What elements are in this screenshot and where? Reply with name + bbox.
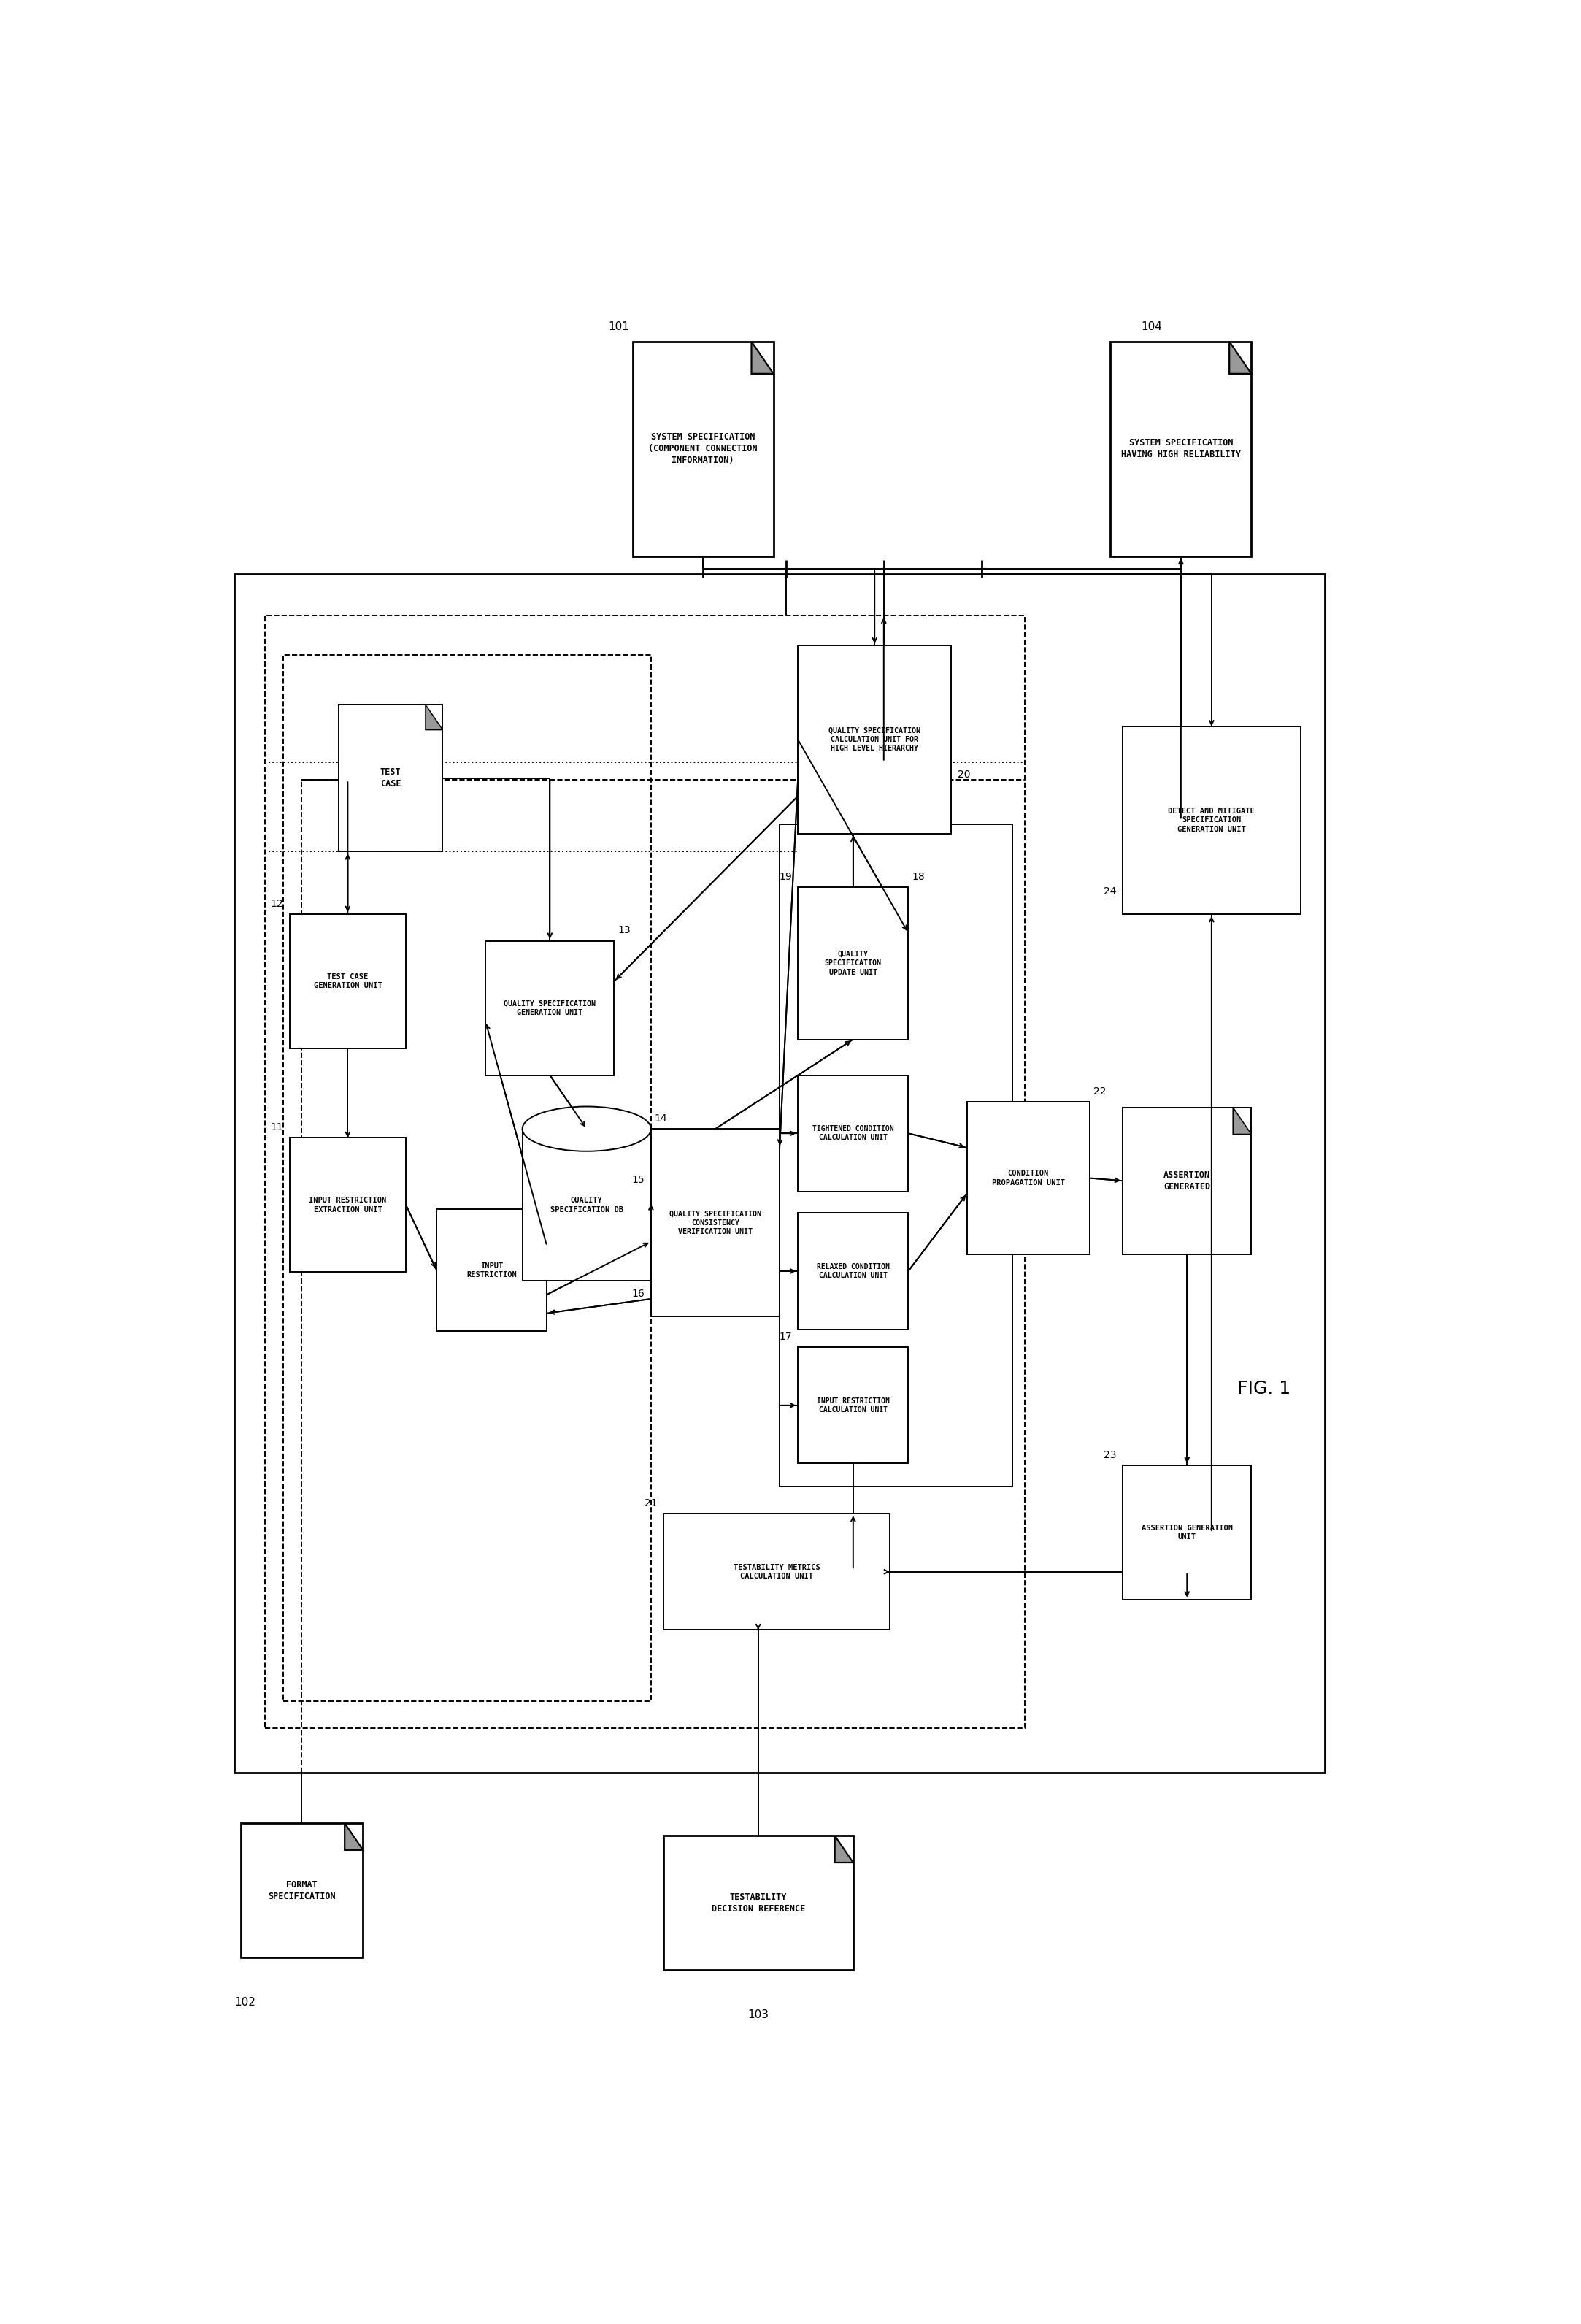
Text: 14: 14 (655, 1113, 667, 1122)
FancyBboxPatch shape (289, 1139, 406, 1271)
Text: TEST CASE
GENERATION UNIT: TEST CASE GENERATION UNIT (313, 974, 383, 990)
Text: RELAXED CONDITION
CALCULATION UNIT: RELAXED CONDITION CALCULATION UNIT (817, 1262, 890, 1278)
Text: DETECT AND MITIGATE
SPECIFICATION
GENERATION UNIT: DETECT AND MITIGATE SPECIFICATION GENERA… (1168, 806, 1255, 832)
FancyBboxPatch shape (1123, 1466, 1252, 1599)
FancyBboxPatch shape (485, 941, 613, 1076)
Text: 13: 13 (618, 925, 631, 937)
Polygon shape (1233, 1109, 1252, 1134)
Text: QUALITY
SPECIFICATION DB: QUALITY SPECIFICATION DB (550, 1197, 623, 1213)
Text: 16: 16 (632, 1290, 645, 1299)
Text: INPUT
RESTRICTION: INPUT RESTRICTION (466, 1262, 517, 1278)
Polygon shape (835, 1836, 854, 1862)
Text: 104: 104 (1141, 321, 1162, 332)
FancyBboxPatch shape (1123, 1109, 1252, 1255)
Text: TIGHTENED CONDITION
CALCULATION UNIT: TIGHTENED CONDITION CALCULATION UNIT (813, 1125, 893, 1141)
FancyBboxPatch shape (798, 1213, 907, 1329)
Text: 11: 11 (270, 1122, 283, 1132)
Text: QUALITY SPECIFICATION
GENERATION UNIT: QUALITY SPECIFICATION GENERATION UNIT (504, 999, 596, 1016)
Text: 23: 23 (1104, 1450, 1116, 1459)
Text: 21: 21 (643, 1499, 658, 1508)
Text: SYSTEM SPECIFICATION
(COMPONENT CONNECTION
INFORMATION): SYSTEM SPECIFICATION (COMPONENT CONNECTI… (648, 432, 757, 465)
Polygon shape (751, 342, 773, 374)
Text: 103: 103 (748, 2010, 768, 2020)
Text: 15: 15 (632, 1176, 645, 1185)
FancyBboxPatch shape (651, 1129, 779, 1318)
FancyBboxPatch shape (240, 1824, 364, 1957)
FancyBboxPatch shape (798, 1076, 907, 1192)
Polygon shape (1230, 342, 1252, 374)
Text: QUALITY
SPECIFICATION
UPDATE UNIT: QUALITY SPECIFICATION UPDATE UNIT (825, 951, 882, 976)
Polygon shape (425, 704, 443, 730)
Text: 20: 20 (958, 769, 971, 781)
Text: QUALITY SPECIFICATION
CALCULATION UNIT FOR
HIGH LEVEL HIERARCHY: QUALITY SPECIFICATION CALCULATION UNIT F… (828, 727, 920, 753)
FancyBboxPatch shape (798, 646, 952, 834)
Text: TEST
CASE: TEST CASE (379, 767, 402, 788)
Text: 101: 101 (609, 321, 629, 332)
FancyBboxPatch shape (632, 342, 773, 555)
Polygon shape (345, 1824, 364, 1850)
Text: TESTABILITY METRICS
CALCULATION UNIT: TESTABILITY METRICS CALCULATION UNIT (734, 1564, 821, 1580)
Text: INPUT RESTRICTION
EXTRACTION UNIT: INPUT RESTRICTION EXTRACTION UNIT (308, 1197, 386, 1213)
Ellipse shape (522, 1106, 651, 1150)
Text: QUALITY SPECIFICATION
CONSISTENCY
VERIFICATION UNIT: QUALITY SPECIFICATION CONSISTENCY VERIFI… (669, 1211, 762, 1236)
FancyBboxPatch shape (234, 574, 1325, 1773)
Text: 24: 24 (1104, 885, 1116, 897)
FancyBboxPatch shape (664, 1513, 890, 1629)
Text: 18: 18 (912, 872, 925, 881)
Text: INPUT RESTRICTION
CALCULATION UNIT: INPUT RESTRICTION CALCULATION UNIT (817, 1397, 890, 1413)
FancyBboxPatch shape (522, 1129, 651, 1281)
Text: SYSTEM SPECIFICATION
HAVING HIGH RELIABILITY: SYSTEM SPECIFICATION HAVING HIGH RELIABI… (1121, 439, 1241, 460)
Text: 22: 22 (1094, 1085, 1107, 1097)
Text: 19: 19 (779, 872, 792, 881)
FancyBboxPatch shape (968, 1102, 1089, 1255)
FancyBboxPatch shape (1123, 725, 1300, 913)
Text: TESTABILITY
DECISION REFERENCE: TESTABILITY DECISION REFERENCE (711, 1892, 805, 1913)
Text: FIG. 1: FIG. 1 (1236, 1380, 1290, 1397)
FancyBboxPatch shape (664, 1836, 854, 1971)
Text: ASSERTION
GENERATED: ASSERTION GENERATED (1164, 1171, 1211, 1192)
FancyBboxPatch shape (798, 1348, 907, 1464)
Text: 17: 17 (779, 1332, 792, 1341)
FancyBboxPatch shape (436, 1208, 547, 1332)
Text: CONDITION
PROPAGATION UNIT: CONDITION PROPAGATION UNIT (991, 1169, 1066, 1185)
FancyBboxPatch shape (289, 913, 406, 1048)
Text: 12: 12 (270, 899, 283, 909)
FancyBboxPatch shape (338, 704, 443, 851)
FancyBboxPatch shape (798, 888, 907, 1039)
FancyBboxPatch shape (1110, 342, 1252, 555)
Text: FORMAT
SPECIFICATION: FORMAT SPECIFICATION (267, 1880, 335, 1901)
Text: 102: 102 (234, 1996, 256, 2008)
Text: ASSERTION GENERATION
UNIT: ASSERTION GENERATION UNIT (1141, 1525, 1233, 1541)
